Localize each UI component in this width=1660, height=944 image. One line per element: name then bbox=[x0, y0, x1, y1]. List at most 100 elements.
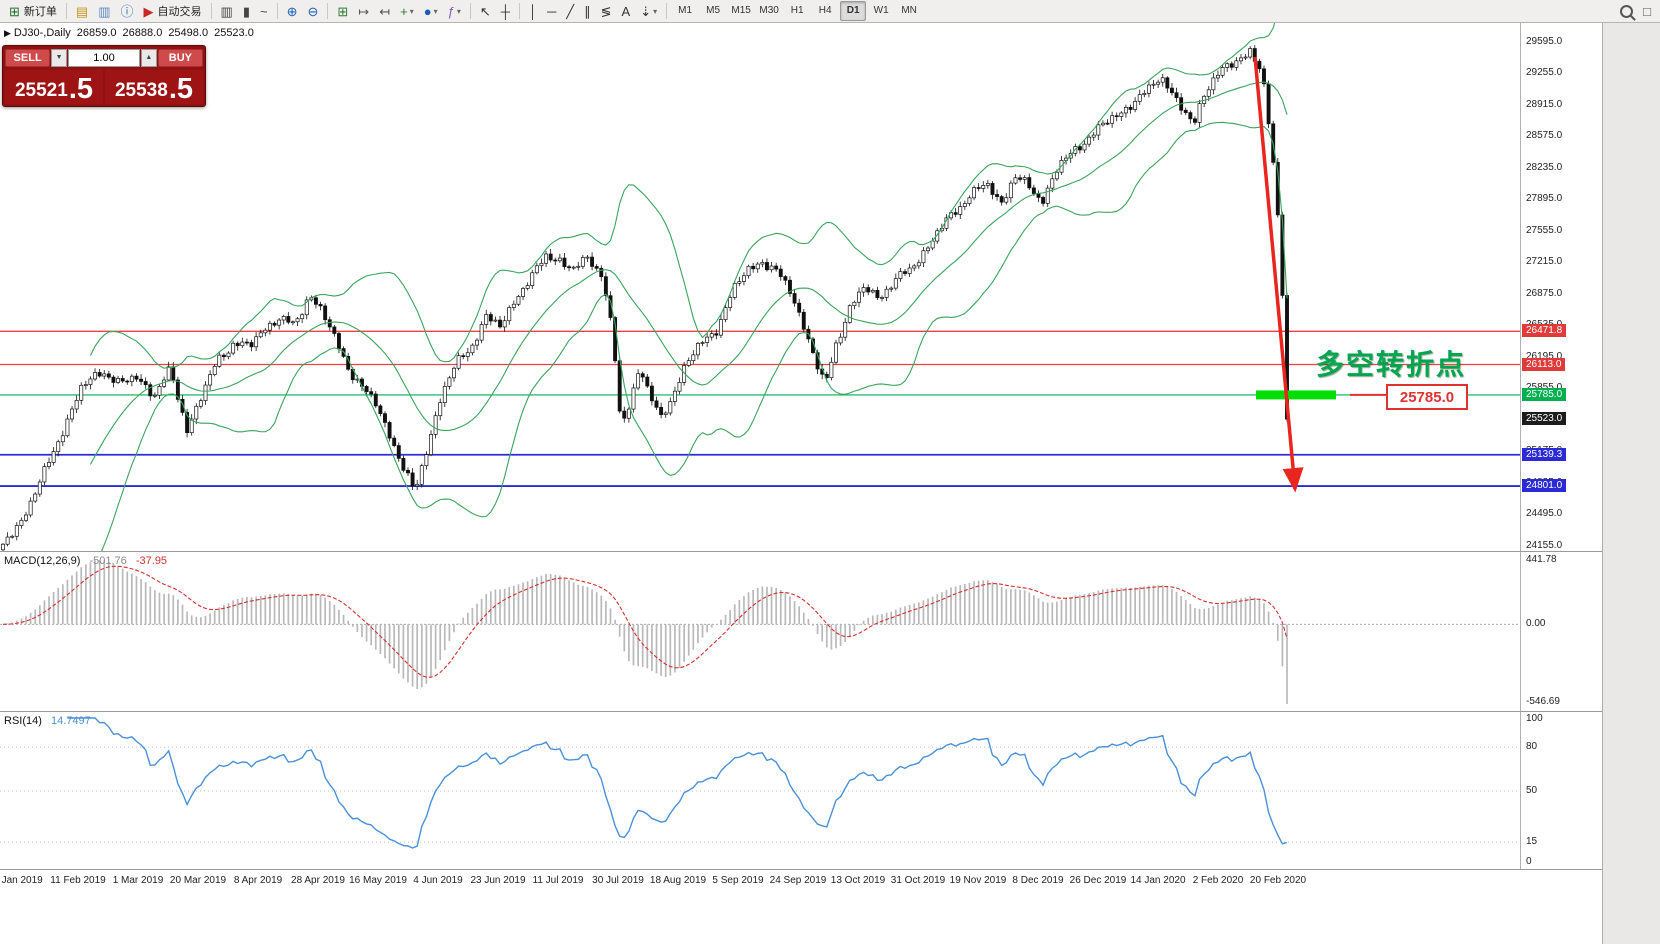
horizontal-line-icon: ─ bbox=[547, 3, 557, 19]
horizontal-line-icon[interactable]: ─ bbox=[543, 2, 560, 21]
fibonacci-icon[interactable]: ≶ bbox=[597, 2, 616, 21]
volume-input[interactable] bbox=[68, 49, 140, 67]
turning-point-annotation[interactable]: 多空转折点 bbox=[1316, 349, 1467, 380]
timeframe-mn-button[interactable]: MN bbox=[901, 5, 917, 16]
zoom-in-icon[interactable]: ⊕ bbox=[283, 2, 302, 21]
info-icon[interactable]: ⓘ bbox=[117, 2, 138, 21]
timeframe-m15-button[interactable]: M15 bbox=[731, 5, 751, 16]
new-window-icon: □ bbox=[1643, 3, 1651, 19]
search-icon[interactable] bbox=[1616, 2, 1637, 21]
time-axis-label: 31 Oct 2019 bbox=[890, 875, 946, 886]
crosshair-icon[interactable]: ┼ bbox=[497, 2, 514, 21]
volume-decrease-button[interactable]: ▼ bbox=[51, 49, 67, 67]
macd-axis: 441.78 0.00 -546.69 bbox=[1520, 552, 1603, 712]
rsi-panel[interactable]: RSI(14) 14.7497 100 80 50 15 0 bbox=[0, 711, 1603, 870]
text-label-icon: A bbox=[621, 3, 631, 19]
sell-price[interactable]: 25521 .5 bbox=[5, 70, 103, 104]
price-axis-label: 26875.0 bbox=[1526, 287, 1563, 299]
rsi-label: RSI(14) bbox=[4, 715, 42, 727]
price-axis-label: 24495.0 bbox=[1526, 508, 1563, 520]
rsi-axis-label: 50 bbox=[1526, 785, 1538, 796]
sell-button[interactable]: SELL bbox=[5, 49, 51, 67]
rsi-value: 14.7497 bbox=[50, 715, 91, 727]
new-order-button-label: 新订单 bbox=[23, 6, 57, 18]
timeframe-h4-button[interactable]: H4 bbox=[818, 5, 832, 16]
search-icon bbox=[1620, 4, 1634, 18]
rsi-axis-label: 100 bbox=[1526, 713, 1543, 724]
chevron-down-icon: ▾ bbox=[653, 6, 658, 16]
zoom-out-icon[interactable]: ⊖ bbox=[303, 2, 322, 21]
cursor-icon[interactable]: ↖ bbox=[476, 2, 495, 21]
zoom-in-icon: ⊕ bbox=[286, 3, 298, 19]
price-axis-label: 27555.0 bbox=[1526, 224, 1563, 236]
timeframe-d1-button[interactable]: D1 bbox=[840, 1, 867, 21]
timeframe-w1-button[interactable]: W1 bbox=[873, 5, 889, 16]
price-axis-label: 28235.0 bbox=[1526, 161, 1563, 173]
resistance-1-tag[interactable]: 26471.8 bbox=[1522, 324, 1567, 338]
line-chart-icon[interactable]: ~ bbox=[256, 2, 272, 21]
tile-windows-icon[interactable]: ⊞ bbox=[333, 2, 352, 21]
ohlc-low: 25498.0 bbox=[168, 27, 209, 39]
time-axis-label: 2 Feb 2020 bbox=[1192, 875, 1244, 886]
sell-price-main: 25521 bbox=[14, 80, 68, 101]
new-window-icon[interactable]: □ bbox=[1639, 2, 1655, 21]
macd-signal-value: -37.95 bbox=[135, 555, 168, 567]
time-axis-label: 16 May 2019 bbox=[349, 875, 407, 886]
arrows-tool-icon[interactable]: ⇣ ▾ bbox=[636, 2, 661, 21]
timeframe-m5-button[interactable]: M5 bbox=[706, 5, 721, 16]
autotrading-button[interactable]: ▶ 自动交易 bbox=[140, 2, 206, 21]
profiles-button[interactable]: ● ▾ bbox=[420, 2, 442, 21]
charts-folder-icon[interactable]: ▤ bbox=[72, 2, 92, 21]
profiles-icon: ● bbox=[423, 3, 432, 19]
timeframe-h1-button[interactable]: H1 bbox=[790, 5, 804, 16]
timeframe-m30-button[interactable]: M30 bbox=[759, 5, 779, 16]
new-order-button[interactable]: ⊞ 新订单 bbox=[5, 2, 61, 21]
time-axis-label: 3 Jan 2019 bbox=[0, 875, 43, 886]
candlestick-chart-icon[interactable]: ▮ bbox=[239, 2, 254, 21]
time-axis-label: 30 Jul 2019 bbox=[592, 875, 644, 886]
new-chart-button[interactable]: + ▾ bbox=[396, 2, 418, 21]
chart-shift-icon[interactable]: ↤ bbox=[375, 2, 394, 21]
buy-price-main: 25538 bbox=[114, 80, 168, 101]
auto-scroll-icon[interactable]: ↦ bbox=[354, 2, 373, 21]
timeframe-m1-button[interactable]: M1 bbox=[678, 5, 693, 16]
support-2-tag[interactable]: 24801.0 bbox=[1522, 479, 1567, 493]
price-chart-panel[interactable]: ▶ DJ30-,Daily 26859.0 26888.0 25498.0 25523.0… bbox=[0, 23, 1603, 551]
macd-main-value: -501.76 bbox=[89, 555, 127, 567]
buy-price[interactable]: 25538 .5 bbox=[105, 70, 203, 104]
buy-button[interactable]: BUY bbox=[157, 49, 203, 67]
resistance-2-tag[interactable]: 26113.0 bbox=[1522, 357, 1566, 371]
channel-icon[interactable]: ∥ bbox=[580, 2, 595, 21]
symbol-marker-icon: ▶ bbox=[4, 28, 11, 38]
tile-windows-icon: ⊞ bbox=[337, 3, 349, 19]
last-price-tag[interactable]: 25523.0 bbox=[1522, 412, 1567, 426]
rsi-canvas[interactable] bbox=[0, 712, 1520, 870]
time-axis[interactable]: 3 Jan 2019 11 Feb 2019 1 Mar 2019 20 Mar 20… bbox=[0, 869, 1602, 944]
one-click-trading-panel: SELL ▼ ▲ BUY 25521 .5 25538 .5 bbox=[2, 45, 206, 107]
price-chart-canvas[interactable] bbox=[0, 23, 1520, 551]
trendline-icon[interactable]: ╱ bbox=[562, 2, 578, 21]
right-gutter bbox=[1602, 23, 1660, 944]
price-axis-label: 26195.0 bbox=[1526, 350, 1563, 362]
bars-chart-icon[interactable]: ▥ bbox=[217, 2, 237, 21]
buy-price-pips: .5 bbox=[168, 73, 194, 105]
volume-increase-button[interactable]: ▲ bbox=[141, 49, 157, 67]
macd-axis-label: -546.69 bbox=[1526, 696, 1560, 707]
pivot-price-callout[interactable]: 25785.0 bbox=[1386, 384, 1468, 410]
macd-canvas[interactable] bbox=[0, 552, 1520, 712]
vertical-line-icon[interactable]: │ bbox=[525, 2, 541, 21]
ohlc-open: 26859.0 bbox=[76, 27, 117, 39]
symbol-timeframe-label: DJ30-,Daily bbox=[13, 27, 71, 39]
indicators-button[interactable]: ƒ ▾ bbox=[444, 2, 465, 21]
price-axis[interactable]: 29595.0 29255.0 28915.0 28575.0 28235.0 27895… bbox=[1520, 23, 1603, 551]
support-1-tag[interactable]: 25139.3 bbox=[1522, 447, 1567, 461]
print-preview-icon[interactable]: ▥ bbox=[94, 2, 114, 21]
fibonacci-icon: ≶ bbox=[600, 3, 612, 19]
autotrading-icon: ▶ bbox=[143, 3, 154, 19]
text-label-icon[interactable]: A bbox=[618, 2, 635, 21]
macd-panel[interactable]: MACD(12,26,9) -501.76 -37.95 441.78 0.00 -… bbox=[0, 551, 1603, 712]
candlestick-chart-icon: ▮ bbox=[242, 3, 250, 19]
pivot-level-tag[interactable]: 25785.0 bbox=[1522, 387, 1567, 401]
rsi-axis-label: 15 bbox=[1526, 836, 1538, 848]
